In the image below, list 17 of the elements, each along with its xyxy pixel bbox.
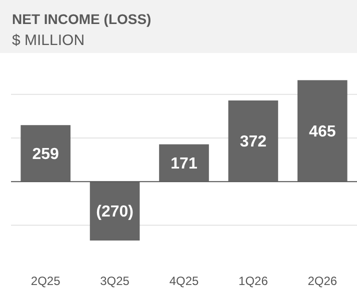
bar xyxy=(297,80,348,182)
bar xyxy=(159,144,209,182)
data-label: 465 xyxy=(309,123,336,140)
x-tick-label: 2Q26 xyxy=(308,274,338,288)
chart-title: NET INCOME (LOSS) xyxy=(12,11,152,27)
data-label: (270) xyxy=(96,204,134,221)
data-label: 372 xyxy=(240,134,267,151)
bar xyxy=(90,182,140,241)
bar xyxy=(228,100,278,182)
data-label: 171 xyxy=(170,156,198,173)
chart-subtitle: $ MILLION xyxy=(12,32,85,49)
bar xyxy=(20,125,71,182)
x-tick-label: 4Q25 xyxy=(169,274,199,288)
x-tick-label: 3Q25 xyxy=(100,274,130,288)
x-tick-label: 1Q26 xyxy=(238,274,268,288)
x-tick-label: 2Q25 xyxy=(30,274,61,288)
data-label: 259 xyxy=(32,146,60,163)
